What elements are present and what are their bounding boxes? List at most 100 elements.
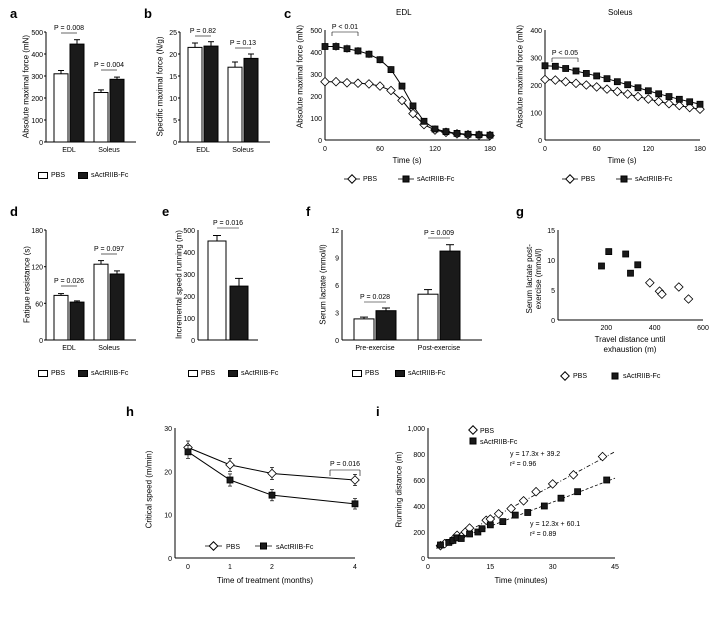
panel-g-ylabel: Serum lactate post-exercise (mmol/l) — [526, 224, 544, 334]
svg-text:P = 0.82: P = 0.82 — [190, 28, 216, 35]
legend-label-pbs: PBS — [51, 172, 65, 179]
panel-b-ylabel: Specific maximal force (N/g) — [156, 27, 165, 147]
svg-text:120: 120 — [642, 146, 654, 153]
svg-text:100: 100 — [31, 118, 43, 125]
panel-a-ylabel: Absolute maximal force (mN) — [22, 27, 31, 147]
svg-text:P = 0.008: P = 0.008 — [54, 25, 84, 32]
svg-text:1,000: 1,000 — [407, 426, 425, 433]
svg-text:0: 0 — [543, 146, 547, 153]
svg-text:200: 200 — [31, 96, 43, 103]
svg-text:P = 0.016: P = 0.016 — [213, 220, 243, 227]
panel-b-label: b — [144, 6, 152, 21]
svg-text:PBS: PBS — [480, 428, 494, 435]
legend-g-sact: sActRIIB-Fc — [610, 372, 660, 380]
svg-text:Soleus: Soleus — [98, 345, 120, 352]
svg-text:0: 0 — [426, 564, 430, 571]
svg-text:200: 200 — [310, 94, 322, 101]
panel-c-edl-ylabel: Absolute maximal force (mN) — [296, 17, 305, 137]
svg-text:400: 400 — [649, 325, 661, 332]
svg-text:300: 300 — [183, 272, 195, 279]
legend-box-sact — [78, 172, 88, 179]
svg-text:P = 0.016: P = 0.016 — [330, 461, 360, 468]
panel-i-chart: 0200400 6008001,000 0153045 Time (minute… — [410, 418, 630, 598]
legend-line-c2-sact: sActRIIB-Fc — [616, 175, 672, 183]
svg-text:5: 5 — [551, 288, 555, 295]
svg-text:Time (s): Time (s) — [392, 156, 421, 165]
panel-h: h Critical speed (m/min) 0102030 0124 Ti… — [130, 410, 360, 610]
panel-i-ylabel: Running distance (m) — [395, 435, 404, 545]
panel-d: d Fatigue resistance (s) 0 60 120 180 ED… — [14, 210, 134, 380]
svg-text:0: 0 — [186, 564, 190, 571]
svg-text:y = 12.3x + 60.1: y = 12.3x + 60.1 — [530, 521, 580, 528]
svg-text:20: 20 — [164, 469, 172, 476]
panel-e-label: e — [162, 204, 169, 219]
svg-text:500: 500 — [31, 30, 43, 37]
svg-text:400: 400 — [31, 52, 43, 59]
svg-text:Time (minutes): Time (minutes) — [494, 576, 547, 585]
panel-b: b Specific maximal force (N/g) 0 5 10 15… — [148, 12, 268, 182]
svg-text:20: 20 — [169, 52, 177, 59]
svg-text:P = 0.097: P = 0.097 — [94, 246, 124, 253]
svg-text:200: 200 — [530, 83, 542, 90]
legend-line-c2-pbs: PBS — [562, 175, 595, 183]
svg-text:12: 12 — [331, 228, 339, 235]
svg-text:9: 9 — [335, 256, 339, 263]
svg-text:4: 4 — [353, 564, 357, 571]
svg-text:P = 0.026: P = 0.026 — [54, 278, 84, 285]
svg-text:3: 3 — [335, 311, 339, 318]
svg-text:5: 5 — [173, 118, 177, 125]
svg-text:0: 0 — [318, 138, 322, 145]
svg-text:Post-exercise: Post-exercise — [418, 345, 461, 352]
panel-f-ylabel: Serum lactate (mmol/l) — [319, 230, 328, 340]
svg-text:15: 15 — [547, 228, 555, 235]
svg-text:60: 60 — [376, 146, 384, 153]
panel-h-label: h — [126, 404, 134, 419]
panel-c: c EDL Absolute maximal force (mN) 010020… — [288, 12, 708, 197]
panel-a-label: a — [10, 6, 17, 21]
svg-text:10: 10 — [169, 96, 177, 103]
panel-a: a Absolute maximal force (mN) 0 100 200 … — [14, 12, 134, 182]
svg-text:2: 2 — [270, 564, 274, 571]
panel-f: f Serum lactate (mmol/l) 036 912 Pre-exe… — [310, 210, 480, 380]
svg-text:400: 400 — [530, 28, 542, 35]
svg-text:Soleus: Soleus — [232, 147, 254, 154]
svg-text:Travel distance until: Travel distance until — [595, 335, 666, 344]
panel-c-label: c — [284, 6, 291, 21]
legend-bar-sact: sActRIIB-Fc — [78, 172, 128, 179]
svg-text:sActRIIB-Fc: sActRIIB-Fc — [480, 439, 518, 446]
svg-text:120: 120 — [429, 146, 441, 153]
svg-text:0: 0 — [173, 140, 177, 147]
panel-b-chart: 0 5 10 15 20 25 EDL Soleus P = 0.82 P = … — [170, 22, 280, 172]
legend-f-sact: sActRIIB-Fc — [395, 370, 445, 377]
svg-text:15: 15 — [486, 564, 494, 571]
svg-text:6: 6 — [335, 283, 339, 290]
legend-d-pbs: PBS — [38, 370, 65, 377]
svg-text:100: 100 — [530, 111, 542, 118]
panel-h-chart: 0102030 0124 Time of treatment (months) … — [160, 418, 370, 598]
legend-d-sact: sActRIIB-Fc — [78, 370, 128, 377]
svg-text:P < 0.01: P < 0.01 — [332, 24, 358, 31]
svg-text:EDL: EDL — [62, 345, 76, 352]
svg-text:0: 0 — [538, 138, 542, 145]
svg-text:300: 300 — [31, 74, 43, 81]
svg-text:0: 0 — [39, 140, 43, 147]
svg-text:PBS: PBS — [226, 544, 240, 551]
svg-text:180: 180 — [694, 146, 706, 153]
panel-c-edl-chart: 0100200 300400500 060120180 Time (s) P <… — [310, 20, 500, 170]
legend-e-sact: sActRIIB-Fc — [228, 370, 278, 377]
svg-text:P < 0.05: P < 0.05 — [552, 50, 578, 57]
svg-text:0: 0 — [168, 556, 172, 563]
legend-f-pbs: PBS — [352, 370, 379, 377]
svg-text:180: 180 — [31, 228, 43, 235]
panel-i: i Running distance (m) 0200400 6008001,0… — [380, 410, 620, 610]
svg-text:600: 600 — [697, 325, 709, 332]
svg-text:120: 120 — [31, 265, 43, 272]
panel-g-chart: 051015 200400600 Travel distance until e… — [548, 220, 713, 360]
panel-g-label: g — [516, 204, 524, 219]
svg-text:0: 0 — [551, 318, 555, 325]
svg-text:exhaustion (m): exhaustion (m) — [604, 345, 657, 354]
svg-text:180: 180 — [484, 146, 496, 153]
svg-text:P = 0.009: P = 0.009 — [424, 230, 454, 237]
panel-c-sol-title: Soleus — [608, 8, 632, 17]
svg-text:EDL: EDL — [62, 147, 76, 154]
